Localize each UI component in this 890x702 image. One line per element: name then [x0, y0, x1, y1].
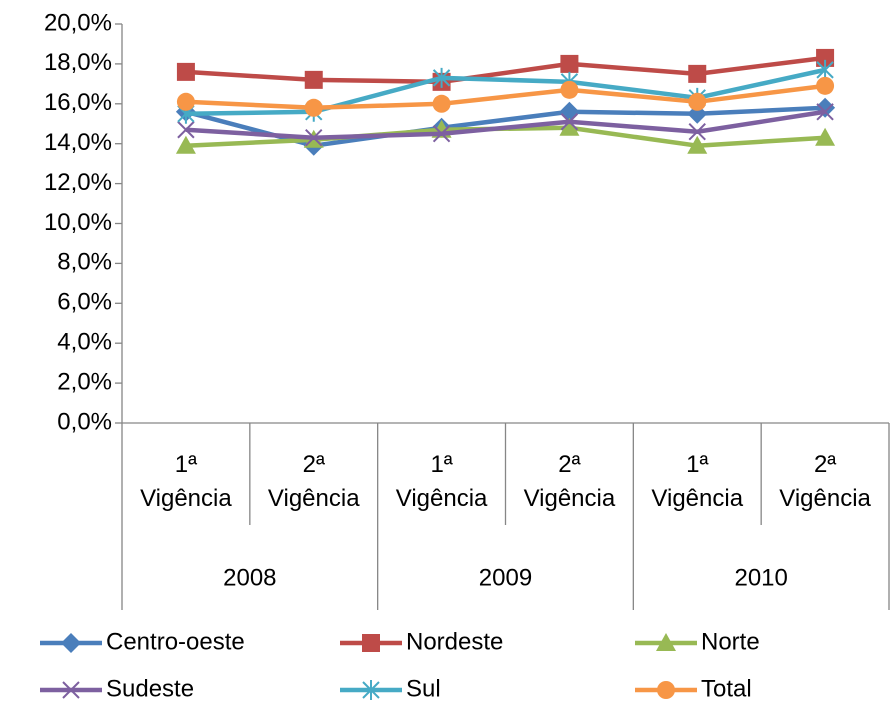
legend-label: Sul	[406, 675, 441, 702]
data-point	[175, 135, 196, 154]
legend-label: Sudeste	[106, 675, 194, 702]
series-line	[185, 67, 826, 117]
x-group-label: 2009	[479, 564, 532, 591]
legend-marker	[657, 681, 675, 699]
data-point	[560, 113, 579, 131]
y-tick-label: 2,0%	[57, 368, 112, 395]
x-tick-label: 2ª Vigência	[779, 451, 871, 512]
data-point	[176, 92, 195, 111]
legend-marker	[61, 633, 81, 653]
legend-marker	[656, 633, 676, 651]
data-point	[176, 62, 195, 81]
data-point	[177, 121, 195, 139]
data-point	[432, 67, 451, 88]
y-tick-label: 16,0%	[44, 89, 112, 116]
x-tick-label: 1ª Vigência	[140, 451, 232, 512]
x-tick-label: 2ª Vigência	[523, 451, 616, 512]
series-line	[185, 83, 826, 111]
legend-marker	[362, 634, 380, 652]
y-tick-label: 0,0%	[57, 408, 112, 435]
data-point	[560, 80, 579, 99]
data-point	[688, 64, 707, 83]
y-tick-label: 18,0%	[44, 49, 112, 76]
data-point	[305, 129, 323, 147]
data-point	[816, 48, 835, 67]
data-point	[816, 76, 835, 95]
data-point	[816, 59, 834, 80]
legend-label: Nordeste	[406, 628, 503, 655]
x-tick-label: 1ª Vigência	[395, 451, 488, 512]
data-point	[687, 135, 708, 154]
legend-label: Centro-oeste	[106, 628, 245, 655]
data-point	[688, 92, 707, 111]
data-point	[432, 125, 451, 143]
x-tick-label: 1ª Vigência	[651, 451, 744, 512]
data-point	[560, 54, 579, 73]
data-point	[815, 127, 836, 146]
legend-marker	[62, 681, 80, 699]
x-tick-label: 2ª Vigência	[267, 451, 360, 512]
series-line	[185, 55, 826, 85]
y-tick-label: 12,0%	[44, 169, 112, 196]
data-point	[688, 123, 706, 141]
data-point	[816, 103, 834, 121]
y-tick-label: 10,0%	[44, 209, 112, 236]
data-point	[432, 94, 451, 113]
y-tick-label: 8,0%	[57, 249, 112, 276]
y-tick-label: 20,0%	[44, 9, 112, 36]
x-group-label: 2010	[734, 564, 787, 591]
data-point	[559, 117, 580, 136]
data-point	[304, 70, 323, 89]
x-group-label: 2008	[223, 564, 276, 591]
data-point	[304, 98, 323, 117]
legend-label: Norte	[701, 628, 760, 655]
legend-label: Total	[701, 675, 752, 702]
y-tick-label: 4,0%	[57, 329, 112, 356]
y-tick-label: 14,0%	[44, 129, 112, 156]
legend-marker	[362, 680, 380, 700]
series-line	[185, 109, 826, 140]
y-tick-label: 6,0%	[57, 289, 112, 316]
